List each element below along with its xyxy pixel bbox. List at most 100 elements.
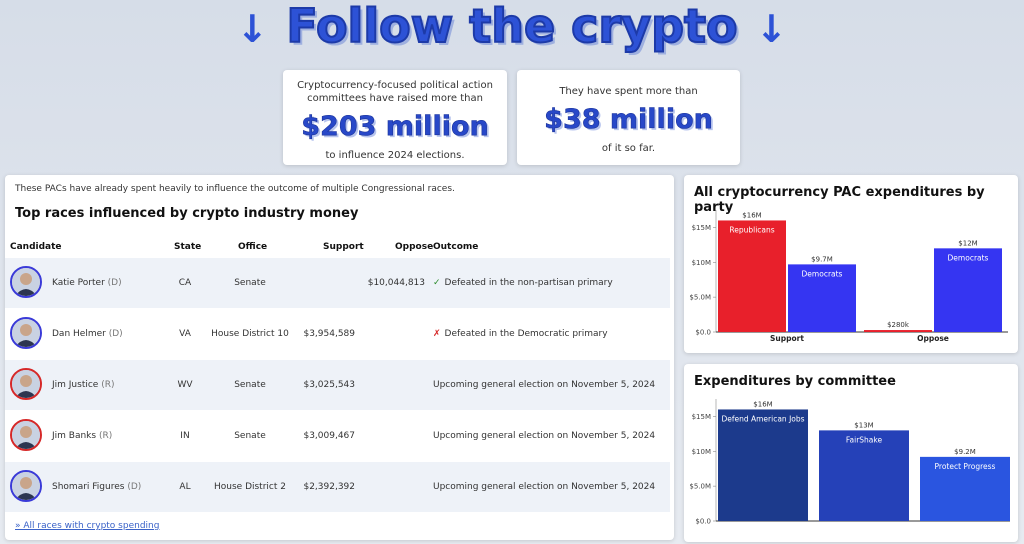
candidate-party: (R) [98,431,113,441]
stat-card-raised: Cryptocurrency-focused political action … [283,70,507,165]
races-intro: These PACs have already spent heavily to… [15,184,455,194]
state-cell: CA [178,278,192,288]
y-tick-label: $10M [692,259,711,267]
candidate-name-text: Dan Helmer [52,329,106,339]
table-row[interactable]: Dan Helmer (D) VA House District 10 $3,954,… [5,309,670,359]
candidate-name: Shomari Figures (D) [52,462,141,512]
candidate-name: Jim Banks (R) [52,411,112,461]
x-category-label: Oppose [917,334,949,343]
candidate-name-text: Jim Banks [52,431,97,441]
page-headline: ↓ Follow the crypto ↓ [0,0,1024,56]
oppose-cell [365,309,425,359]
outcome-cell: ✗ Defeated in the Democratic primary [433,309,608,359]
outcome-text: Defeated in the non-partisan primary [444,278,613,288]
oppose-cell: $10,044,813 [367,278,425,288]
state-cell: WV [177,380,193,390]
bar-value-label: $16M [753,400,772,408]
oppose-cell [365,411,425,461]
outcome-text: Upcoming general election on November 5,… [433,380,656,390]
office-cell: House District 10 [211,329,289,339]
y-tick-label: $0.0 [695,329,711,337]
candidate-party: (D) [127,482,142,492]
bar-category-label: Defend American Jobs [721,414,804,423]
outcome-text: Upcoming general election on November 5,… [433,482,656,492]
cross-icon: ✗ [433,329,441,339]
outcome-cell: Upcoming general election on November 5,… [433,462,655,512]
chart-title: All cryptocurrency PAC expenditures by p… [694,185,985,215]
table-row[interactable]: Katie Porter (D) CA Senate $10,044,813 ✓ Defe… [5,258,670,308]
column-header-office[interactable]: Office [238,242,268,252]
office-cell: Senate [234,380,266,390]
column-header-outcome[interactable]: Outcome [433,242,479,252]
bar-democrats-support[interactable] [788,264,856,332]
stat-tail: to influence 2024 elections. [325,150,465,161]
all-races-link[interactable]: » All races with crypto spending [15,521,160,531]
candidate-avatar [10,317,42,349]
stat-tail: of it so far. [601,143,656,154]
table-row[interactable]: Shomari Figures (D) AL House District 2 $2,… [5,462,670,512]
candidate-name: Dan Helmer (D) [52,309,123,359]
races-title: Top races influenced by crypto industry … [15,206,359,221]
oppose-cell [365,462,425,512]
support-cell: $2,392,392 [303,482,355,492]
bar-committee[interactable] [718,409,808,521]
bar-category-label: FairShake [846,435,883,444]
stat-value: $38 million [544,104,713,136]
bar-category-label: Protect Progress [935,462,996,471]
oppose-cell [365,360,425,410]
support-cell [295,258,355,308]
table-row[interactable]: Jim Justice (R) WV Senate $3,025,543 Upcomin… [5,360,670,410]
races-panel: These PACs have already spent heavily to… [5,175,674,540]
bar-republicans-oppose[interactable] [864,330,932,332]
candidate-avatar [10,368,42,400]
bar-democrats-oppose[interactable] [934,248,1002,332]
arrow-down-icon: ↓ [236,7,269,51]
bar-series-label: Democrats [948,253,989,262]
bar-republicans-support[interactable] [718,220,786,332]
column-header-support[interactable]: Support [323,242,364,252]
support-cell: $3,025,543 [303,380,355,390]
outcome-cell: Upcoming general election on November 5,… [433,360,655,410]
bar-value-label: $9.2M [954,448,976,456]
column-header-state[interactable]: State [174,242,202,252]
bar-value-label: $280k [887,321,910,329]
column-header-oppose[interactable]: Oppose [395,242,434,252]
column-header-candidate[interactable]: Candidate [10,242,62,252]
bar-value-label: $16M [742,211,761,219]
bar-value-label: $9.7M [811,255,833,263]
state-cell: VA [179,329,191,339]
check-icon: ✓ [433,278,441,288]
candidate-party: (D) [108,329,123,339]
bar-value-label: $12M [958,239,977,247]
table-row[interactable]: Jim Banks (R) IN Senate $3,009,467 Upcoming … [5,411,670,461]
outcome-text: Defeated in the Democratic primary [444,329,608,339]
candidate-party: (R) [101,380,115,390]
candidate-name: Katie Porter (D) [52,258,122,308]
office-cell: Senate [234,431,266,441]
y-tick-label: $15M [692,413,711,421]
candidate-name-text: Jim Justice [52,380,99,390]
y-tick-label: $15M [692,224,711,232]
bar-series-label: Republicans [729,225,774,234]
outcome-cell: Upcoming general election on November 5,… [433,411,655,461]
stat-value: $203 million [301,111,489,143]
outcome-cell: ✓ Defeated in the non-partisan primary [433,258,613,308]
y-tick-label: $0.0 [695,518,711,526]
outcome-text: Upcoming general election on November 5,… [433,431,656,441]
bar-committee[interactable] [819,430,909,521]
bar-series-label: Democrats [802,269,843,278]
bar-committee[interactable] [920,456,1010,521]
party-chart-panel: All cryptocurrency PAC expenditures by p… [684,175,1018,353]
candidate-name-text: Katie Porter [52,278,105,288]
headline-text: Follow the crypto [285,0,738,53]
office-cell: House District 2 [214,482,286,492]
candidate-avatar [10,419,42,451]
support-cell: $3,954,589 [303,329,355,339]
stat-card-spent: They have spent more than $38 million of… [517,70,740,165]
y-tick-label: $5.0M [689,294,711,302]
y-tick-label: $10M [692,448,711,456]
support-cell: $3,009,467 [303,431,355,441]
state-cell: IN [180,431,190,441]
state-cell: AL [179,482,191,492]
arrow-down-icon: ↓ [755,7,788,51]
